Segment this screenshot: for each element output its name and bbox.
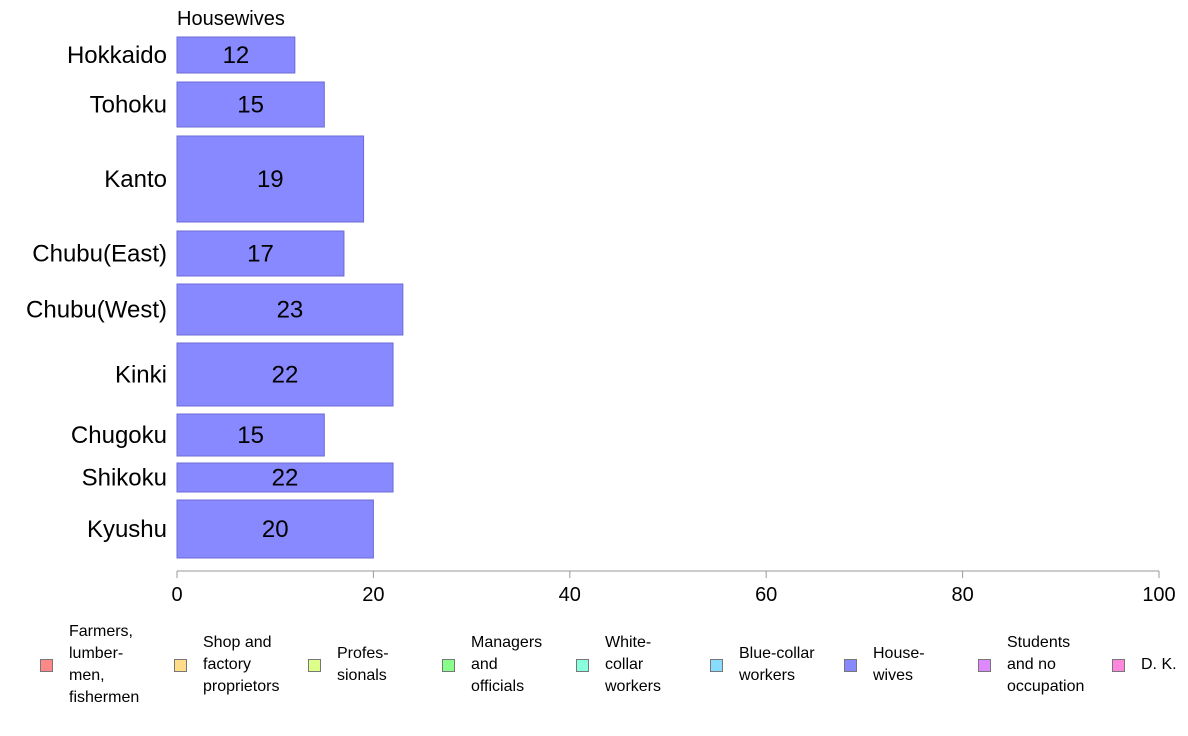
- bar-kinki: [176, 342, 394, 407]
- category-label: Tohoku: [90, 92, 167, 119]
- legend-swatch: [174, 658, 187, 672]
- bar-value-label: 15: [237, 92, 264, 119]
- bar-value-label: 17: [247, 241, 274, 268]
- bar-value-label: 23: [277, 297, 304, 324]
- legend-item: Farmers, lumber- men, fishermen: [40, 620, 139, 710]
- bar-hokkaido: [176, 36, 296, 74]
- legend-label: Students and no occupation: [1007, 634, 1085, 695]
- legend-item: Students and no occupation: [978, 620, 1084, 710]
- legend-item: White- collar workers: [576, 620, 661, 710]
- bar-kanto: [176, 135, 365, 223]
- x-tick-label: 0: [171, 584, 182, 606]
- legend-item: D. K.: [1112, 620, 1177, 710]
- x-tick-label: 40: [559, 584, 581, 606]
- category-label: Kanto: [104, 166, 167, 193]
- legend-swatch: [576, 658, 589, 672]
- legend-label: House- wives: [873, 645, 925, 684]
- bar-kyushu: [176, 499, 374, 559]
- category-label: Hokkaido: [67, 42, 167, 69]
- legend-swatch: [308, 658, 321, 672]
- legend-swatch: [1112, 658, 1125, 672]
- bar-chugoku: [176, 413, 325, 457]
- legend-label: Shop and factory proprietors: [203, 634, 280, 695]
- legend-label: Farmers, lumber- men, fishermen: [69, 623, 140, 706]
- legend: Farmers, lumber- men, fishermen Shop and …: [0, 620, 1188, 720]
- legend-swatch: [40, 658, 53, 672]
- bar-value-label: 22: [272, 362, 299, 389]
- bars-group: Hokkaido 12 Tohoku 15 Kanto 19 Chubu(East) 17 Ch…: [26, 36, 404, 559]
- category-label: Kinki: [115, 362, 167, 389]
- category-label: Kyushu: [87, 516, 167, 543]
- legend-label: Managers and officials: [471, 634, 543, 695]
- x-tick-label: 80: [951, 584, 973, 606]
- bar-chart: Housewives Hokkaido 12 Tohoku 15 Kanto 19 Chub…: [26, 8, 1176, 606]
- legend-swatch: [844, 658, 857, 672]
- category-label: Chubu(West): [26, 297, 167, 324]
- legend-item: House- wives: [844, 620, 925, 710]
- category-label: Chugoku: [71, 422, 167, 449]
- legend-item: Profes- sionals: [308, 620, 389, 710]
- x-axis: 0 20 40 60 80 100: [171, 570, 1176, 606]
- bar-tohoku: [176, 81, 325, 128]
- bar-value-label: 12: [223, 42, 250, 69]
- bar-shikoku: [176, 462, 394, 493]
- x-tick-label: 60: [755, 584, 777, 606]
- bar-value-label: 22: [272, 465, 299, 492]
- chart-title: Housewives: [177, 8, 285, 30]
- legend-item: Managers and officials: [442, 620, 542, 710]
- legend-label: Blue-collar workers: [739, 645, 815, 684]
- x-tick-label: 100: [1142, 584, 1175, 606]
- category-label: Shikoku: [82, 465, 167, 492]
- legend-swatch: [710, 658, 723, 672]
- bar-chubu-west: [176, 283, 404, 336]
- legend-item: Shop and factory proprietors: [174, 620, 279, 710]
- bar-value-label: 15: [237, 422, 264, 449]
- legend-swatch: [978, 658, 991, 672]
- legend-label: Profes- sionals: [337, 645, 389, 684]
- bar-value-label: 20: [262, 516, 289, 543]
- legend-label: White- collar workers: [605, 634, 662, 695]
- legend-label: D. K.: [1141, 656, 1177, 673]
- legend-swatch: [442, 658, 455, 672]
- category-label: Chubu(East): [32, 241, 167, 268]
- x-tick-label: 20: [362, 584, 384, 606]
- legend-item: Blue-collar workers: [710, 620, 815, 710]
- bar-chubu-east: [176, 230, 345, 277]
- bar-value-label: 19: [257, 166, 284, 193]
